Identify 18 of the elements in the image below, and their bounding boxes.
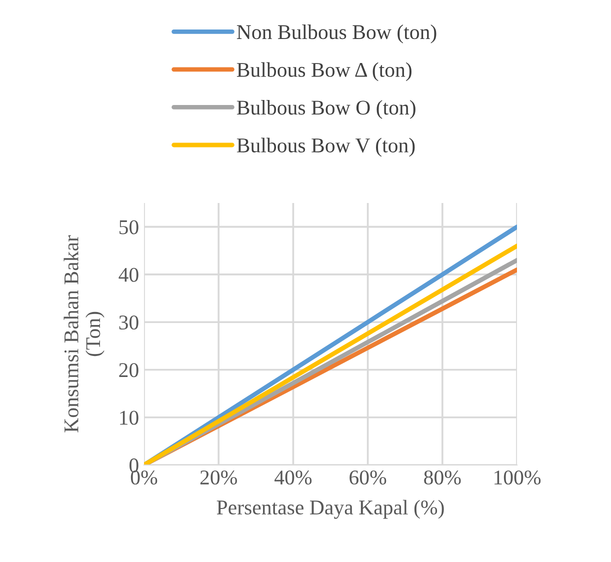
y-tick-label: 30 [119, 315, 138, 330]
y-tick-label: 20 [119, 363, 138, 378]
y-tick-label: 40 [118, 268, 138, 282]
x-tick-label: 20% [200, 470, 237, 485]
x-tick-label: 0% [130, 470, 158, 485]
legend-label: Bulbous Bow O (ton) [236, 100, 416, 119]
legend-label: Non Bulbous Bow (ton) [236, 24, 436, 44]
legend-label: Bulbous Bow V (ton) [236, 138, 415, 157]
y-tick-label: 0 [130, 458, 138, 472]
y-axis-title: Konsumsi Bahan Bakar (Ton) [64, 235, 104, 432]
x-tick-label: 60% [350, 470, 386, 485]
x-tick-label: 40% [274, 470, 312, 485]
x-tick-label: 80% [424, 470, 461, 485]
y-tick-label: 50 [120, 220, 138, 234]
x-tick-label: 100% [494, 470, 541, 485]
legend-label: Bulbous Bow Δ (ton) [236, 62, 412, 82]
x-axis-title: Persentase Daya Kapal (%) [216, 500, 444, 519]
y-tick-label: 10 [120, 410, 138, 425]
